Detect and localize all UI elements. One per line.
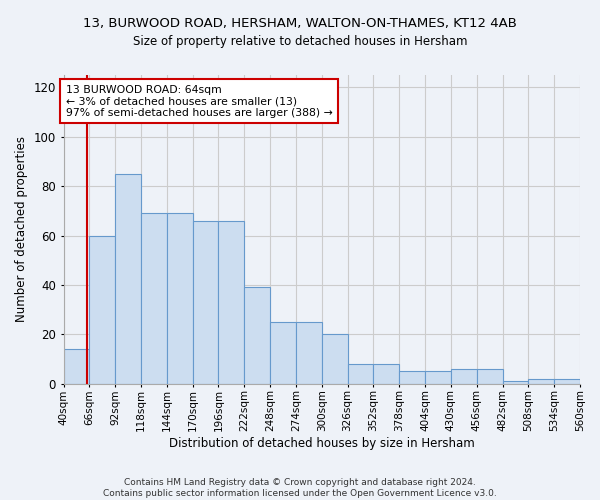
- Bar: [322, 334, 347, 384]
- Bar: [64, 349, 89, 384]
- Bar: [89, 236, 115, 384]
- Bar: [347, 364, 373, 384]
- Bar: [244, 288, 270, 384]
- Bar: [141, 214, 167, 384]
- Bar: [554, 379, 580, 384]
- Text: Contains HM Land Registry data © Crown copyright and database right 2024.
Contai: Contains HM Land Registry data © Crown c…: [103, 478, 497, 498]
- Bar: [425, 372, 451, 384]
- Bar: [451, 369, 477, 384]
- Bar: [115, 174, 141, 384]
- Y-axis label: Number of detached properties: Number of detached properties: [15, 136, 28, 322]
- Bar: [270, 322, 296, 384]
- Bar: [529, 379, 554, 384]
- Text: 13 BURWOOD ROAD: 64sqm
← 3% of detached houses are smaller (13)
97% of semi-deta: 13 BURWOOD ROAD: 64sqm ← 3% of detached …: [65, 85, 332, 118]
- Bar: [503, 382, 529, 384]
- Bar: [167, 214, 193, 384]
- Text: Size of property relative to detached houses in Hersham: Size of property relative to detached ho…: [133, 35, 467, 48]
- Text: 13, BURWOOD ROAD, HERSHAM, WALTON-ON-THAMES, KT12 4AB: 13, BURWOOD ROAD, HERSHAM, WALTON-ON-THA…: [83, 18, 517, 30]
- X-axis label: Distribution of detached houses by size in Hersham: Distribution of detached houses by size …: [169, 437, 475, 450]
- Bar: [373, 364, 399, 384]
- Bar: [218, 220, 244, 384]
- Bar: [399, 372, 425, 384]
- Bar: [477, 369, 503, 384]
- Bar: [296, 322, 322, 384]
- Bar: [193, 220, 218, 384]
